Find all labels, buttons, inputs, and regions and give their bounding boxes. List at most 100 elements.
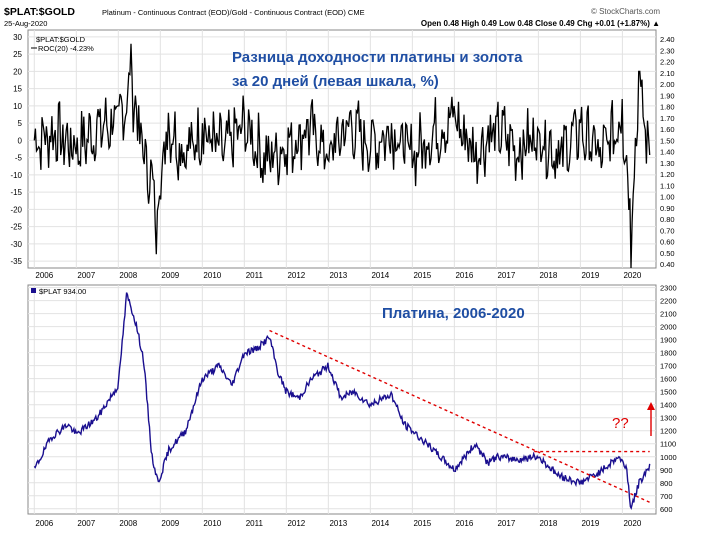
top-left-tick-label: 0: [18, 136, 23, 145]
top-right-tick-label: 2.00: [660, 80, 675, 89]
bottom-x-tick-label: 2015: [413, 519, 431, 528]
top-right-tick-label: 1.50: [660, 136, 675, 145]
top-right-tick-label: 2.40: [660, 35, 675, 44]
bottom-right-tick-label: 2200: [660, 297, 677, 306]
trend-lines: [269, 329, 650, 503]
top-left-tick-label: -15: [10, 188, 22, 197]
bottom-right-tick-label: 600: [660, 505, 673, 514]
bottom-legend-label: $PLAT 934.00: [39, 287, 86, 296]
top-right-tick-label: 1.40: [660, 148, 675, 157]
top-right-tick-label: 1.00: [660, 193, 675, 202]
bottom-right-tick-label: 1400: [660, 401, 677, 410]
top-left-tick-label: 15: [13, 85, 22, 94]
bottom-x-axis: 2006 2007 2008 2009 2010 2011 2012 2013 2014 2015…: [35, 519, 641, 528]
bottom-annotation: Платина, 2006-2020: [382, 305, 525, 322]
top-right-tick-label: 1.10: [660, 181, 675, 190]
top-legend-line1: $PLAT:$GOLD: [36, 35, 86, 44]
description-label: Platinum - Continuous Contract (EOD)/Gol…: [102, 8, 365, 17]
bottom-x-tick-label: 2016: [455, 519, 473, 528]
bottom-right-tick-label: 1000: [660, 453, 677, 462]
bottom-right-axis: 2300 2200 2100 2000 1900 1800 1700 1600 1500 1400…: [660, 284, 677, 514]
top-right-tick-label: 1.90: [660, 91, 675, 100]
top-x-tick-label: 2008: [119, 271, 137, 280]
bottom-x-tick-label: 2020: [623, 519, 641, 528]
bottom-right-tick-label: 900: [660, 466, 673, 475]
top-panel: 30 25 20 15 10 5 0 -5 -10 -15 -20 -25 -30 -35 2.40 2.3…: [10, 29, 675, 269]
watermark: © StockCharts.com: [591, 7, 660, 16]
top-x-tick-label: 2013: [329, 271, 347, 280]
bottom-right-tick-label: 1100: [660, 440, 676, 449]
bottom-x-tick-label: 2013: [329, 519, 347, 528]
top-x-tick-label: 2010: [203, 271, 221, 280]
top-right-tick-label: 2.10: [660, 69, 675, 78]
bottom-grid: [28, 285, 656, 514]
top-x-tick-label: 2007: [77, 271, 95, 280]
bottom-legend: $PLAT 934.00: [31, 287, 86, 296]
top-x-tick-label: 2006: [35, 271, 53, 280]
bottom-right-tick-label: 2100: [660, 310, 677, 319]
platinum-series-line: [33, 292, 651, 510]
bottom-x-tick-label: 2018: [539, 519, 557, 528]
top-right-tick-label: 0.90: [660, 204, 675, 213]
bottom-right-tick-label: 2000: [660, 323, 677, 332]
bottom-x-tick-label: 2010: [203, 519, 221, 528]
top-left-tick-label: -30: [10, 240, 22, 249]
roc-series-line: [33, 43, 651, 269]
top-annotation-line1: Разница доходности платины и золота: [232, 49, 523, 66]
bottom-right-tick-label: 800: [660, 479, 673, 488]
top-x-tick-label: 2016: [455, 271, 473, 280]
top-right-tick-label: 1.30: [660, 159, 675, 168]
top-x-tick-label: 2015: [413, 271, 431, 280]
top-x-tick-label: 2018: [539, 271, 557, 280]
top-left-tick-label: -10: [10, 171, 22, 180]
top-right-tick-label: 2.30: [660, 46, 675, 55]
top-right-tick-label: 1.70: [660, 114, 675, 123]
bottom-right-tick-label: 1700: [660, 362, 677, 371]
bottom-x-tick-label: 2009: [161, 519, 179, 528]
bottom-x-tick-label: 2017: [497, 519, 515, 528]
top-legend: $PLAT:$GOLD ROC(20) -4.23%: [31, 35, 94, 53]
bottom-panel: 2300 2200 2100 2000 1900 1800 1700 1600 1500 1400…: [27, 284, 677, 515]
top-right-tick-label: 1.20: [660, 170, 675, 179]
bottom-x-tick-label: 2008: [119, 519, 137, 528]
bottom-x-tick-label: 2014: [371, 519, 389, 528]
top-left-axis: 30 25 20 15 10 5 0 -5 -10 -15 -20 -25 -30 -35: [10, 33, 22, 266]
top-left-tick-label: -20: [10, 205, 22, 214]
top-right-tick-label: 0.50: [660, 249, 675, 258]
bottom-x-tick-label: 2019: [581, 519, 599, 528]
bottom-right-tick-label: 1300: [660, 414, 677, 423]
top-annotation-line2: за 20 дней (левая шкала, %): [232, 73, 439, 90]
top-right-tick-label: 0.80: [660, 215, 675, 224]
date-label: 25-Aug-2020: [4, 19, 47, 28]
top-left-tick-label: -5: [15, 154, 23, 163]
top-left-tick-label: -25: [10, 223, 22, 232]
top-right-tick-label: 0.70: [660, 226, 675, 235]
top-left-tick-label: 10: [13, 102, 22, 111]
top-right-tick-label: 2.20: [660, 58, 675, 67]
question-marks: ??: [612, 415, 629, 432]
top-right-tick-label: 0.60: [660, 238, 675, 247]
bottom-right-tick-label: 1200: [660, 427, 677, 436]
top-left-tick-label: 5: [18, 119, 23, 128]
bottom-x-tick-label: 2007: [77, 519, 95, 528]
quote-line: Open 0.48 High 0.49 Low 0.48 Close 0.49 …: [421, 19, 660, 28]
bottom-x-tick-label: 2011: [246, 519, 264, 528]
top-left-tick-label: 25: [13, 50, 22, 59]
symbol-label: $PLAT:$GOLD: [4, 6, 75, 18]
top-right-axis: 2.40 2.30 2.20 2.10 2.00 1.90 1.80 1.70 1.60 1.50…: [660, 35, 675, 269]
top-x-axis: 2006 2007 2008 2009 2010 2011 2012 2013 2014 2015…: [35, 271, 641, 280]
bottom-right-tick-label: 1800: [660, 349, 677, 358]
top-left-tick-label: 30: [13, 33, 22, 42]
bottom-right-tick-label: 1900: [660, 336, 677, 345]
top-legend-line2: ROC(20) -4.23%: [38, 44, 94, 53]
top-x-tick-label: 2019: [581, 271, 599, 280]
top-left-tick-label: 20: [13, 67, 22, 76]
up-arrow-icon: [647, 402, 655, 410]
top-right-tick-label: 1.60: [660, 125, 675, 134]
bottom-right-tick-label: 2300: [660, 284, 677, 293]
top-right-tick-label: 1.80: [660, 103, 675, 112]
top-x-tick-label: 2012: [287, 271, 305, 280]
bottom-right-tick-label: 1600: [660, 375, 677, 384]
top-right-tick-label: 0.40: [660, 260, 675, 269]
